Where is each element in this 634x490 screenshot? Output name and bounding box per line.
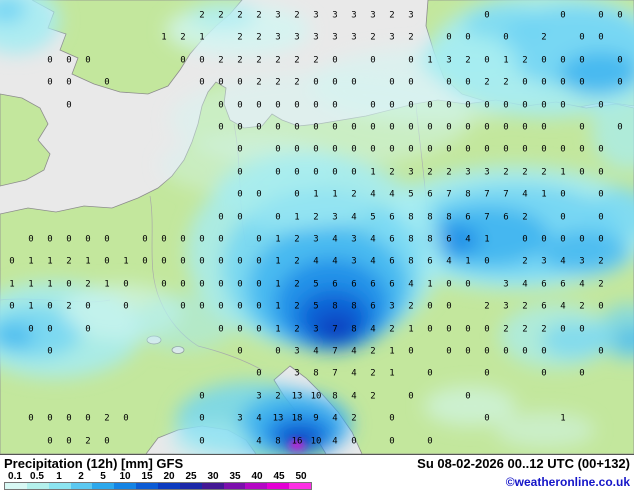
legend-label: 0.5	[30, 471, 44, 482]
legend-label: 5	[100, 471, 106, 482]
legend-segment	[48, 483, 71, 489]
precipitation-legend: 0.1 0.5 1 2 5 10 15 20 25 30 35 40 45 50	[4, 472, 312, 490]
legend-segment	[70, 483, 93, 489]
land-britain	[0, 93, 51, 187]
map-title: Precipitation (12h) [mm] GFS	[4, 456, 184, 471]
legend-segment	[201, 483, 224, 489]
legend-label: 20	[163, 471, 175, 482]
map-datetime: Su 08-02-2026 00..12 UTC (00+132)	[417, 456, 630, 471]
legend-label: 1	[56, 471, 62, 482]
legend-segment	[179, 483, 202, 489]
legend-label: 50	[295, 471, 307, 482]
legend-segment	[26, 483, 49, 489]
legend-segment	[289, 483, 312, 489]
precipitation-layer	[0, 0, 634, 454]
legend-label: 2	[78, 471, 84, 482]
legend-bar	[4, 482, 312, 490]
legend-label: 45	[273, 471, 285, 482]
legend-segment	[223, 483, 246, 489]
legend-segment	[5, 483, 27, 489]
legend-label: 10	[119, 471, 131, 482]
copyright: ©weatheronline.co.uk	[505, 475, 630, 489]
legend-segment	[114, 483, 137, 489]
legend-label: 0.1	[8, 471, 22, 482]
map-canvas	[0, 0, 634, 454]
legend-label: 15	[141, 471, 153, 482]
legend-label: 40	[251, 471, 263, 482]
legend-segment	[158, 483, 180, 489]
map-footer: Precipitation (12h) [mm] GFS Su 08-02-20…	[0, 454, 634, 490]
legend-labels: 0.1 0.5 1 2 5 10 15 20 25 30 35 40 45 50	[4, 472, 312, 482]
legend-label: 35	[229, 471, 241, 482]
precipitation-max-core	[289, 440, 305, 450]
legend-segment	[92, 483, 115, 489]
legend-segment	[136, 483, 159, 489]
legend-segment	[267, 483, 290, 489]
legend-segment	[245, 483, 268, 489]
legend-label: 25	[185, 471, 197, 482]
legend-label: 30	[207, 471, 219, 482]
